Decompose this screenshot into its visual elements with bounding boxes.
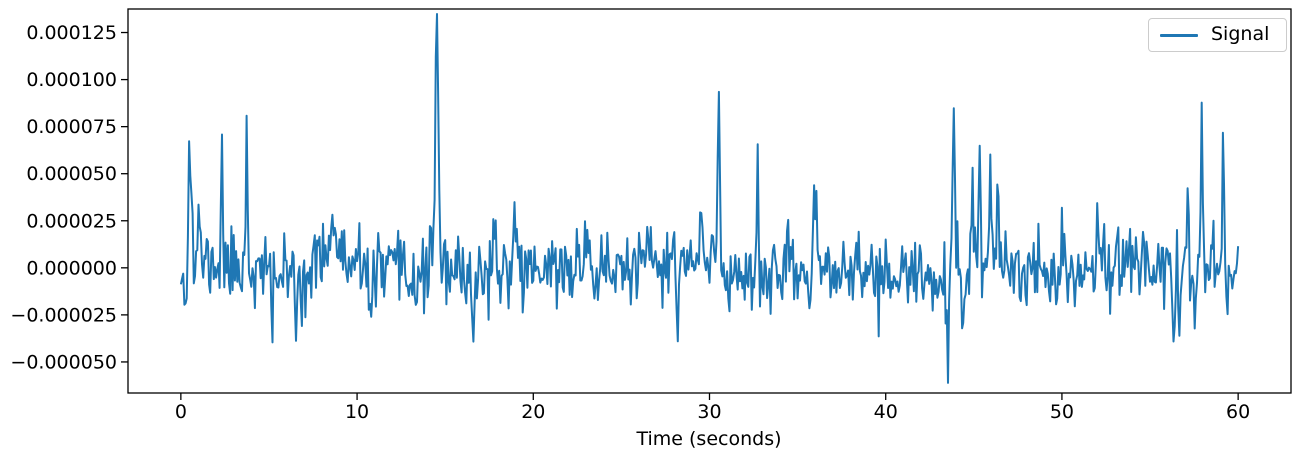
- legend: Signal: [1148, 18, 1287, 52]
- y-tick-label: 0.000000: [26, 257, 117, 279]
- legend-line-sample: [1160, 33, 1198, 37]
- x-tick-label: 20: [521, 401, 545, 423]
- y-tick-label: −0.000025: [10, 304, 117, 326]
- signal-line-series: [179, 13, 1240, 384]
- plot-border: [127, 8, 1292, 394]
- y-tick-label: 0.000100: [26, 69, 117, 91]
- y-tick-label: 0.000025: [26, 210, 117, 232]
- axis-ticks: 0 10 20 30 40 50 60 0.000125 0.000100 0.000075 0.0…: [10, 22, 1250, 423]
- legend-label: Signal: [1211, 22, 1270, 45]
- x-tick-label: 60: [1226, 401, 1250, 423]
- x-tick-label: 30: [697, 401, 721, 423]
- y-tick-label: 0.000050: [26, 163, 117, 185]
- y-tick-label: 0.000125: [26, 22, 117, 44]
- y-tick-label: 0.000075: [26, 116, 117, 138]
- x-tick-label: 0: [175, 401, 187, 423]
- y-tick-label: −0.000050: [10, 351, 117, 373]
- x-tick-label: 50: [1050, 401, 1074, 423]
- x-axis-label: Time (seconds): [635, 428, 781, 450]
- x-tick-label: 40: [874, 401, 898, 423]
- x-tick-label: 10: [345, 401, 369, 423]
